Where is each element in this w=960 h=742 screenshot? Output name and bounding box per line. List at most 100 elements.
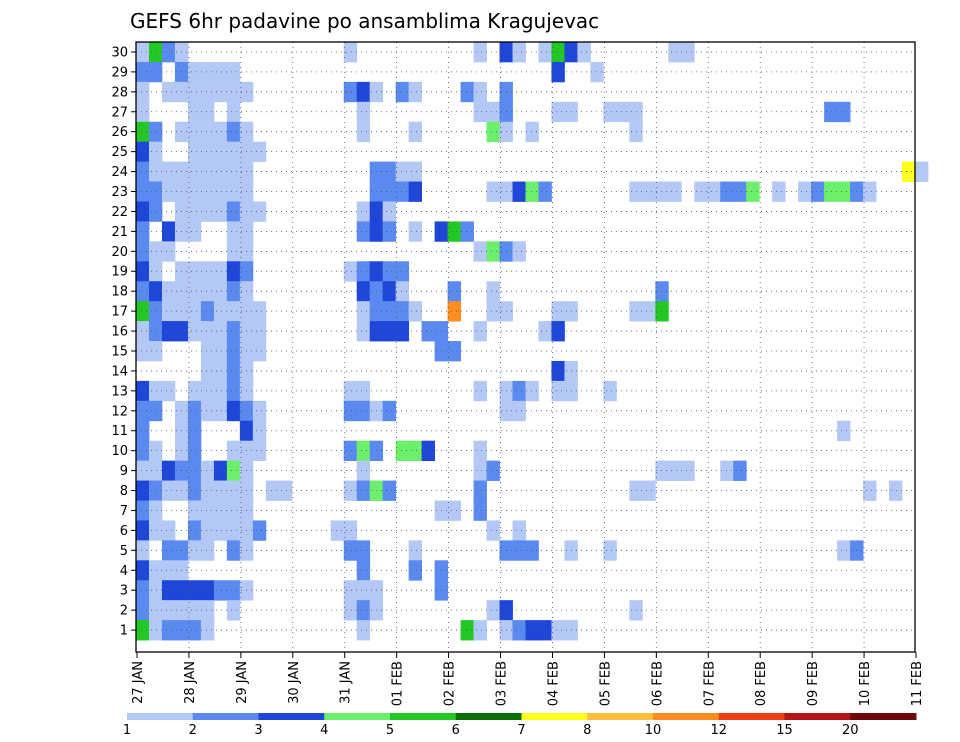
heatmap-cell — [187, 321, 202, 342]
heatmap-cell — [213, 161, 228, 182]
heatmap-cell — [200, 161, 215, 182]
x-axis: 27 JAN 28 JAN 29 JAN 30 JAN 31 JAN 01 FEB 02 F… — [131, 652, 925, 706]
x-tick-label: 31 JAN — [339, 661, 354, 704]
heatmap-cell — [382, 181, 397, 202]
heatmap-cell — [356, 560, 371, 581]
heatmap-cell — [187, 281, 202, 302]
heatmap-cell — [187, 520, 202, 541]
heatmap-cell — [187, 101, 202, 123]
heatmap-cell — [213, 480, 228, 501]
heatmap-cell — [512, 520, 526, 541]
heatmap-cell — [408, 161, 423, 182]
heatmap-cell — [356, 460, 371, 481]
heatmap-cell — [252, 301, 267, 322]
heatmap-cell — [668, 460, 682, 481]
heatmap-cell — [200, 380, 215, 402]
heatmap-cell — [226, 241, 241, 262]
heatmap-cell — [395, 261, 410, 282]
heatmap-cell — [136, 480, 150, 501]
heatmap-cell — [447, 301, 461, 322]
heatmap-cell — [551, 101, 565, 123]
heatmap-cell — [811, 181, 825, 202]
heatmap-cell — [200, 620, 215, 641]
heatmap-cell — [136, 460, 150, 481]
heatmap-cell — [213, 360, 228, 382]
heatmap-cell — [213, 380, 228, 402]
heatmap-cell — [200, 400, 215, 422]
heatmap-cell — [343, 42, 358, 63]
heatmap-cell — [187, 221, 202, 242]
heatmap-cell — [525, 380, 539, 402]
heatmap-cell — [226, 321, 241, 342]
heatmap-cell — [200, 281, 215, 302]
heatmap-cell — [200, 61, 215, 83]
heatmap-cell — [161, 301, 176, 322]
heatmap-cell — [226, 380, 241, 402]
heatmap-cell — [512, 400, 526, 422]
heatmap-cell — [603, 540, 617, 561]
heatmap-cell — [525, 540, 539, 561]
y-tick-label: 18 — [111, 285, 128, 300]
colorbar-segment — [784, 713, 851, 720]
heatmap-cell — [252, 321, 267, 342]
heatmap-cell — [395, 440, 410, 462]
heatmap-cell — [187, 61, 202, 83]
y-tick-label: 7 — [120, 504, 128, 519]
y-tick-label: 15 — [111, 344, 128, 359]
colorbar-label: 5 — [386, 723, 394, 738]
heatmap-cell — [486, 600, 500, 621]
heatmap-cell — [837, 420, 851, 442]
heatmap-cell — [252, 141, 267, 162]
heatmap-cell — [356, 321, 371, 342]
heatmap-cell — [200, 341, 215, 362]
heatmap-cell — [161, 161, 176, 182]
heatmap-cell — [512, 380, 526, 402]
heatmap-cell — [213, 400, 228, 422]
heatmap-cell — [408, 81, 423, 103]
heatmap-cell — [525, 121, 539, 143]
heatmap-cell — [161, 81, 176, 103]
heatmap-cell — [148, 121, 163, 143]
heatmap-cell — [213, 181, 228, 202]
heatmap-cell — [473, 42, 487, 63]
heatmap-cell — [473, 81, 487, 103]
heatmap-cell — [356, 221, 371, 242]
heatmap-cell — [356, 301, 371, 322]
heatmap-cell — [200, 101, 215, 123]
heatmap-cell — [486, 121, 500, 143]
x-tick-label: 11 FEB — [910, 661, 925, 706]
heatmap-cell — [136, 61, 150, 83]
heatmap-cell — [148, 600, 163, 621]
heatmap-cell — [382, 480, 397, 501]
heatmap-cell — [772, 181, 786, 202]
heatmap-cell — [577, 42, 591, 63]
heatmap-cell — [148, 500, 163, 521]
heatmap-cell — [213, 500, 228, 521]
x-tick-label: 02 FEB — [443, 661, 458, 706]
heatmap-cell — [382, 221, 397, 242]
y-tick-label: 20 — [111, 245, 128, 260]
colorbar-label: 15 — [776, 723, 793, 738]
heatmap-cell — [161, 221, 176, 242]
heatmap-cell — [486, 181, 500, 202]
heatmap-cell — [148, 261, 163, 282]
heatmap-cell — [343, 81, 358, 103]
heatmap-cell — [473, 101, 487, 123]
x-tick-label: 28 JAN — [183, 661, 198, 704]
colorbar-segment — [127, 713, 194, 720]
heatmap-cell — [395, 161, 410, 182]
y-tick-label: 9 — [120, 464, 128, 479]
colorbar-segment — [455, 713, 522, 720]
x-tick-label: 05 FEB — [598, 661, 613, 706]
heatmap-cell — [343, 580, 358, 601]
x-tick-label: 07 FEB — [702, 661, 717, 706]
heatmap-cell — [343, 380, 358, 402]
heatmap-cell — [136, 540, 150, 561]
heatmap-cell — [200, 500, 215, 521]
heatmap-cell — [187, 620, 202, 641]
heatmap-cell — [187, 261, 202, 282]
heatmap-cell — [356, 540, 371, 561]
heatmap-cell — [382, 400, 397, 422]
heatmap-cell — [187, 500, 202, 521]
heatmap-cell — [603, 101, 617, 123]
